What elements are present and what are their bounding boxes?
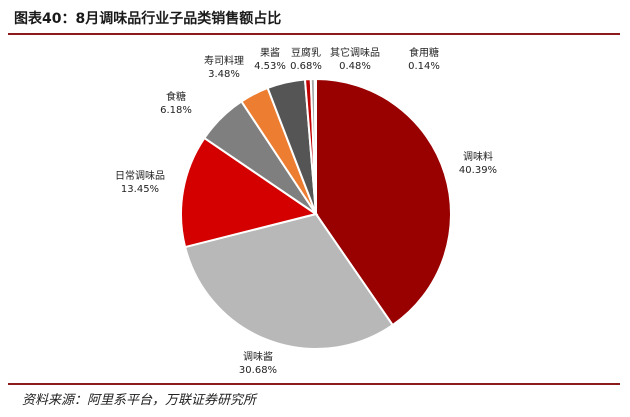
slice-value-label: 0.14% xyxy=(408,61,440,72)
slice-name-label: 豆腐乳 xyxy=(291,46,321,59)
source-note: 资料来源：阿里系平台，万联证券研究所 xyxy=(22,393,257,408)
slice-value-label: 6.18% xyxy=(160,105,192,116)
slice-value-label: 3.48% xyxy=(208,69,240,80)
slice-value-label: 30.68% xyxy=(239,365,277,376)
slice-name-label: 调味酱 xyxy=(243,350,273,363)
slice-name-label: 调味料 xyxy=(463,150,493,163)
pie-slice-3 xyxy=(180,136,319,249)
pie-slice-1 xyxy=(315,77,452,327)
pie-chart-area: 调味料 40.39% 调味酱 30.68% 日常调味品 13.45% 食糖 6.18% 寿司料理… xyxy=(0,36,630,380)
slice-value-label: 0.48% xyxy=(339,61,371,72)
top-divider xyxy=(8,33,620,35)
slice-name-label: 食用糖 xyxy=(409,46,439,59)
chart-title-bar: 图表40：8月调味品行业子品类销售额占比 xyxy=(8,6,620,30)
pie-slice-2 xyxy=(183,212,395,350)
bottom-divider xyxy=(8,383,620,385)
slice-name-label: 日常调味品 xyxy=(115,169,165,182)
slice-value-label: 40.39% xyxy=(459,165,497,176)
slice-value-label: 13.45% xyxy=(121,184,159,195)
slice-name-label: 寿司料理 xyxy=(204,54,244,67)
slice-value-label: 4.53% xyxy=(254,61,286,72)
pie-chart: 调味料 40.39% 调味酱 30.68% 日常调味品 13.45% 食糖 6.18% 寿司料理… xyxy=(115,46,497,376)
slice-name-label: 果酱 xyxy=(260,46,280,59)
slice-value-label: 0.68% xyxy=(290,61,322,72)
slice-name-label: 食糖 xyxy=(166,90,186,103)
chart-title: 图表40：8月调味品行业子品类销售额占比 xyxy=(14,11,282,27)
slice-name-label: 其它调味品 xyxy=(330,46,380,59)
pie-slice-9 xyxy=(313,77,317,215)
